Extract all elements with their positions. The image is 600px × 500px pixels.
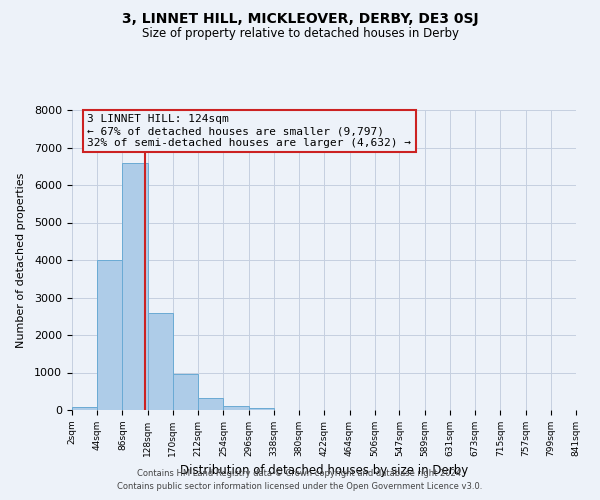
Bar — [223, 406, 248, 410]
Bar — [72, 408, 97, 410]
Text: Size of property relative to detached houses in Derby: Size of property relative to detached ho… — [142, 28, 458, 40]
Y-axis label: Number of detached properties: Number of detached properties — [16, 172, 26, 348]
Bar — [148, 312, 173, 410]
Text: Contains HM Land Registry data © Crown copyright and database right 2024.: Contains HM Land Registry data © Crown c… — [137, 468, 463, 477]
Text: Contains public sector information licensed under the Open Government Licence v3: Contains public sector information licen… — [118, 482, 482, 491]
Bar — [198, 398, 223, 410]
Bar — [173, 374, 198, 410]
Bar — [248, 408, 274, 410]
Bar — [97, 260, 122, 410]
Text: 3, LINNET HILL, MICKLEOVER, DERBY, DE3 0SJ: 3, LINNET HILL, MICKLEOVER, DERBY, DE3 0… — [122, 12, 478, 26]
Text: 3 LINNET HILL: 124sqm
← 67% of detached houses are smaller (9,797)
32% of semi-d: 3 LINNET HILL: 124sqm ← 67% of detached … — [87, 114, 411, 148]
X-axis label: Distribution of detached houses by size in Derby: Distribution of detached houses by size … — [180, 464, 468, 477]
Bar — [122, 162, 148, 410]
